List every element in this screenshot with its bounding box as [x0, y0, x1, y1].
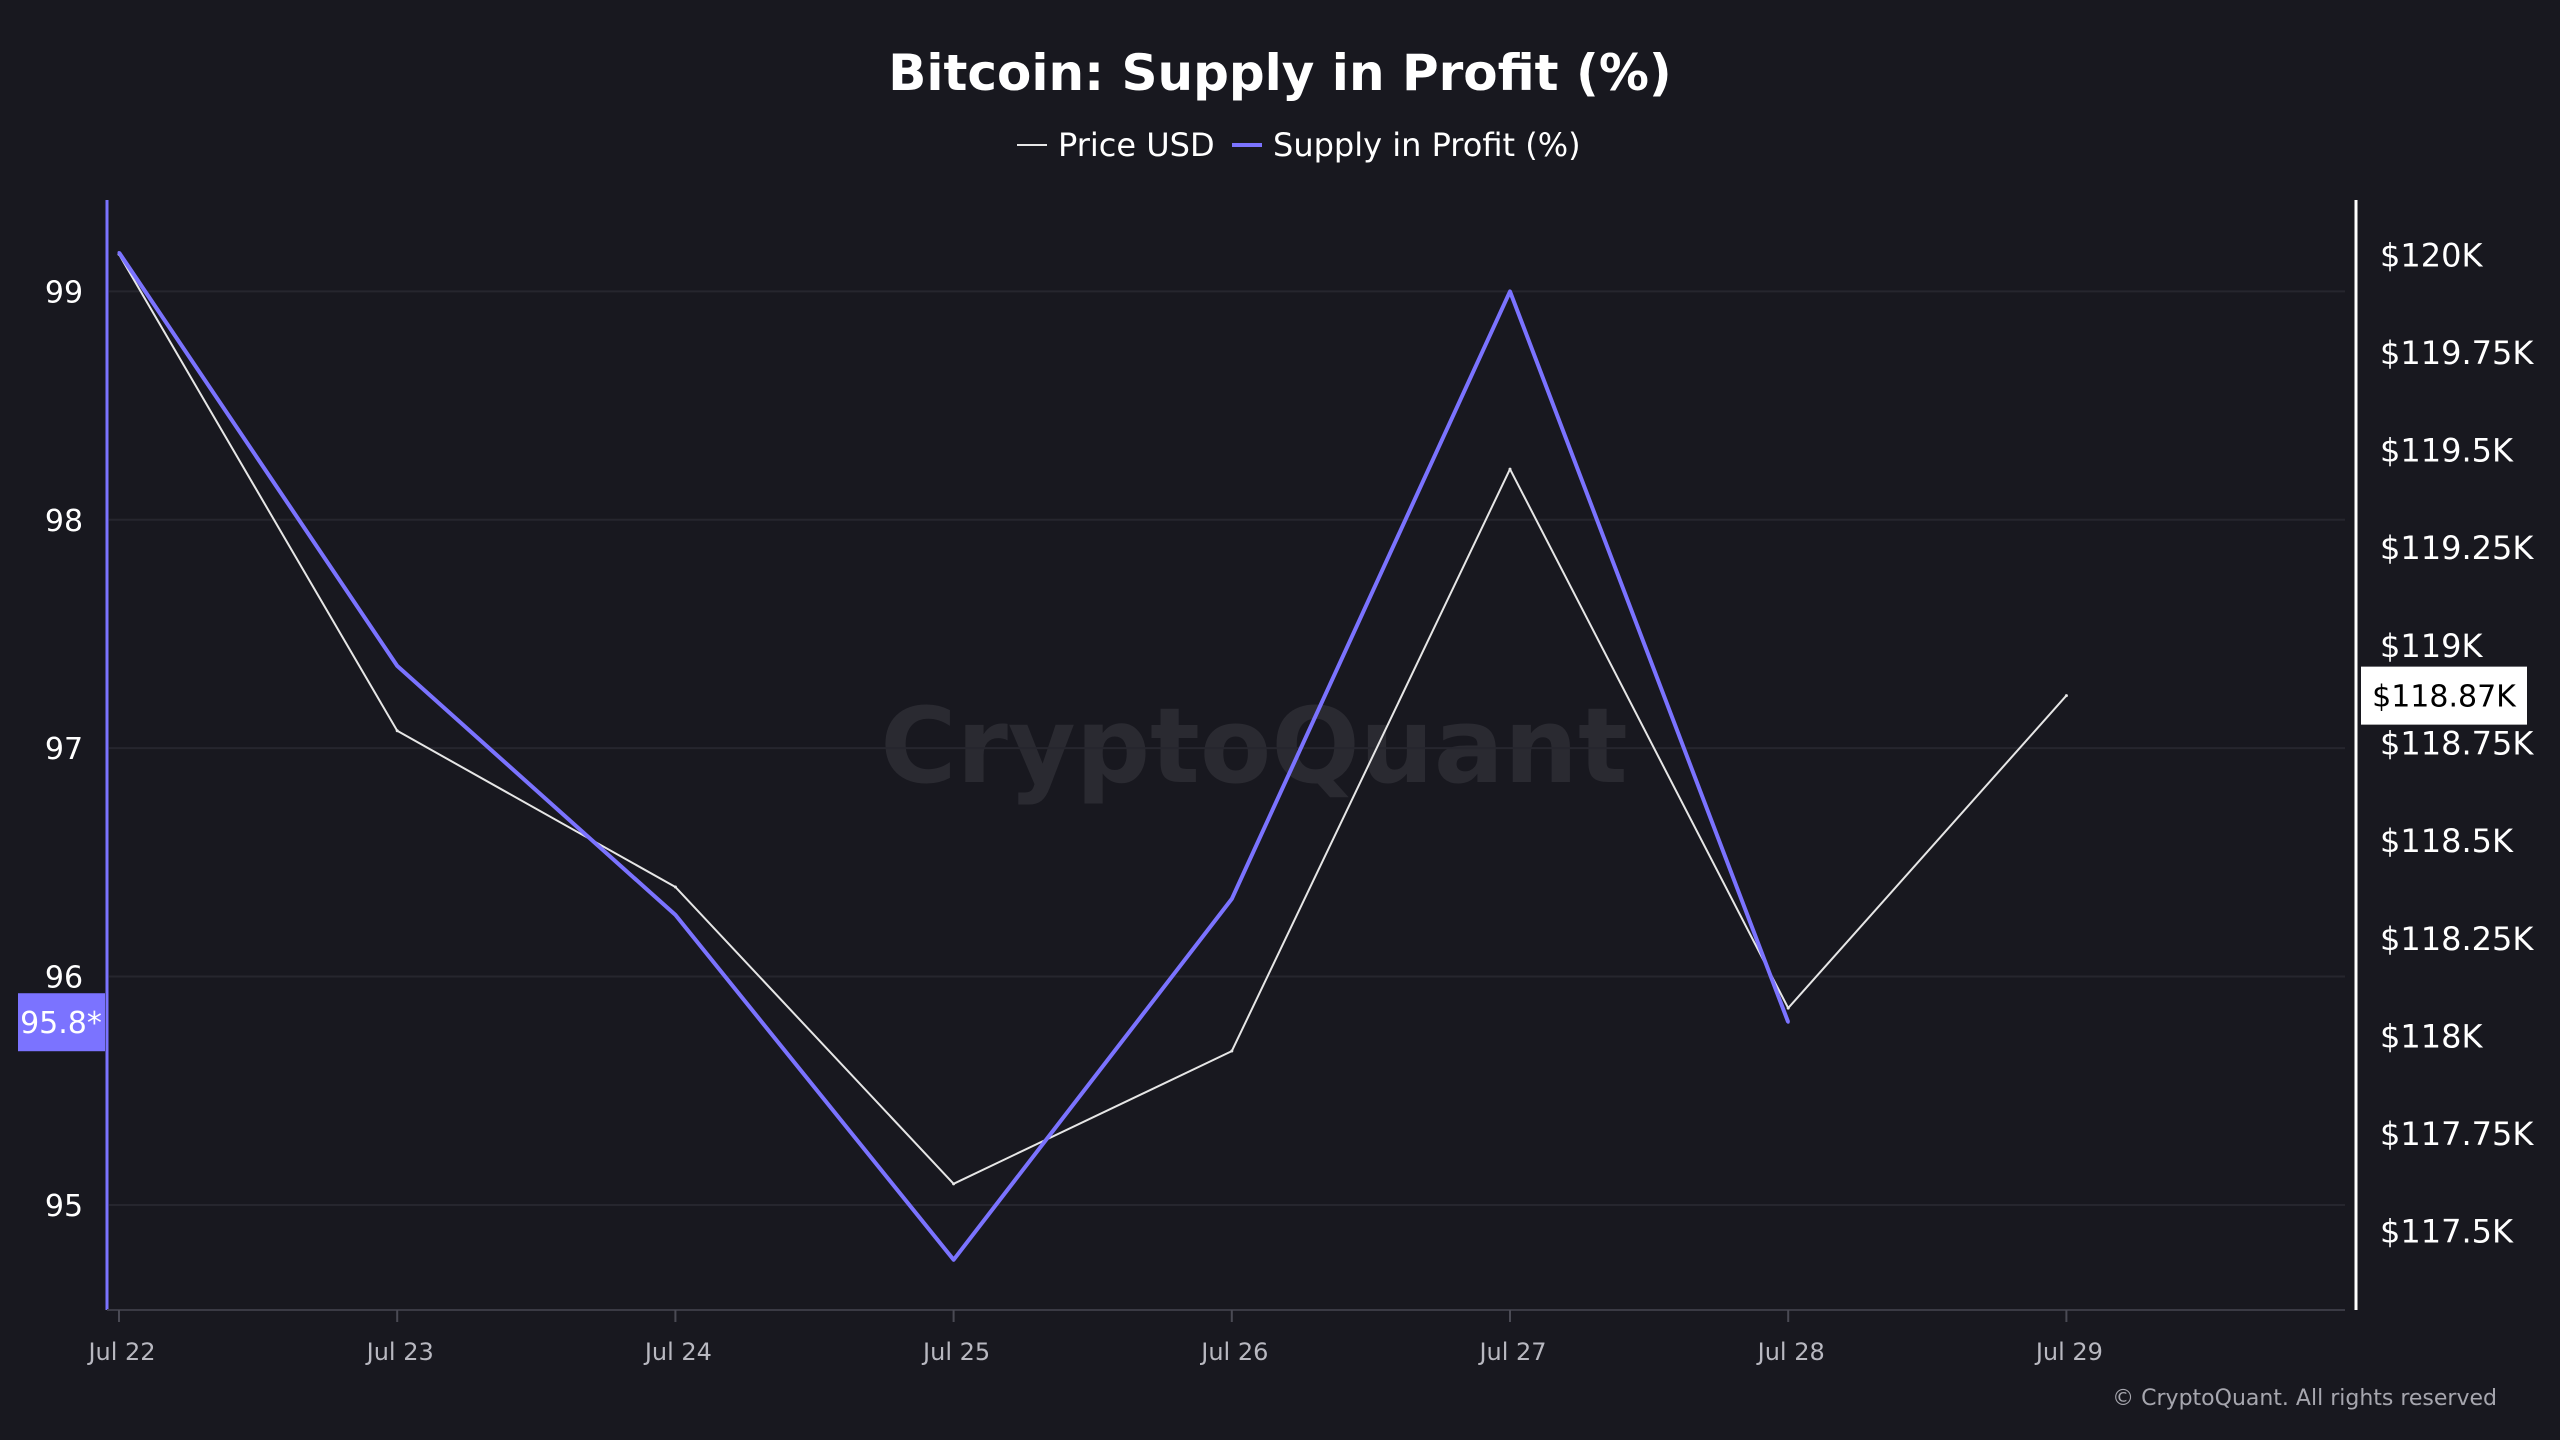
- data-point-supply-3: [952, 1258, 956, 1262]
- right-tick-label-9: $119.75K: [2380, 334, 2534, 372]
- right-tick-label-0: $117.5K: [2380, 1213, 2514, 1251]
- legend-label-price[interactable]: Price USD: [1058, 126, 1215, 164]
- right-tick-label-5: $118.75K: [2380, 725, 2534, 763]
- left-current-badge: 95.8*: [18, 993, 105, 1052]
- data-point-price-3: [952, 1182, 956, 1186]
- left-tick-label-1: 96: [45, 961, 83, 996]
- x-tick-label-4: Jul 26: [1199, 1338, 1268, 1366]
- data-point-supply-1: [395, 664, 399, 668]
- right-badge-background: [2361, 666, 2527, 725]
- series-line-price: [118, 253, 2068, 1185]
- x-tick-label-5: Jul 27: [1477, 1338, 1546, 1366]
- right-tick-label-6: $119K: [2380, 627, 2483, 665]
- left-axis-ticks: 95 96 97 98 99: [45, 275, 83, 1224]
- data-point-price-5: [1508, 467, 1512, 471]
- series-layer: [117, 251, 2068, 1262]
- right-axis-ticks: $117.5K $117.75K $118K $118.25K $118.5K $118.…: [2380, 236, 2534, 1250]
- left-tick-label-3: 98: [45, 504, 83, 539]
- data-point-price-2: [673, 885, 677, 889]
- left-badge-background: [18, 993, 105, 1052]
- left-tick-label-0: 95: [45, 1189, 83, 1224]
- right-tick-label-7: $119.25K: [2380, 529, 2534, 567]
- data-point-supply-5: [1508, 289, 1512, 293]
- right-current-badge: $118.87K: [2361, 666, 2527, 725]
- watermark: CryptoQuant: [880, 685, 1627, 807]
- x-tick-label-6: Jul 28: [1756, 1338, 1825, 1366]
- legend-label-supply[interactable]: Supply in Profit (%): [1273, 126, 1581, 164]
- data-point-supply-2: [673, 913, 677, 917]
- x-tick-label-3: Jul 25: [921, 1338, 990, 1366]
- x-tick-label-0: Jul 22: [86, 1338, 155, 1366]
- copyright-text: © CryptoQuant. All rights reserved: [2112, 1386, 2497, 1411]
- right-tick-label-3: $118.25K: [2380, 920, 2534, 958]
- x-tick-label-7: Jul 29: [2034, 1338, 2103, 1366]
- right-tick-label-4: $118.5K: [2380, 822, 2514, 860]
- right-tick-label-2: $118K: [2380, 1017, 2483, 1055]
- data-point-price-1: [395, 729, 399, 733]
- data-point-supply-0: [117, 251, 121, 255]
- right-tick-label-8: $119.5K: [2380, 432, 2514, 470]
- data-point-price-7: [2064, 694, 2068, 698]
- x-tick-label-1: Jul 23: [365, 1338, 434, 1366]
- right-tick-label-10: $120K: [2380, 236, 2483, 274]
- right-tick-label-1: $117.75K: [2380, 1115, 2534, 1153]
- chart-title: Bitcoin: Supply in Profit (%): [888, 44, 1672, 102]
- data-point-price-6: [1786, 1006, 1790, 1010]
- left-tick-label-4: 99: [45, 275, 83, 310]
- legend: Price USD Supply in Profit (%): [1017, 126, 1581, 164]
- left-badge-label: 95.8*: [20, 1006, 102, 1041]
- left-tick-label-2: 97: [45, 732, 83, 767]
- gridlines: [109, 290, 2345, 1206]
- x-axis-ticks: Jul 22 Jul 23 Jul 24 Jul 25 Jul 26 Jul 27 Jul …: [86, 1310, 2103, 1366]
- data-point-supply-4: [1230, 897, 1234, 901]
- data-point-supply-6: [1786, 1020, 1790, 1024]
- right-badge-label: $118.87K: [2372, 680, 2517, 715]
- x-tick-label-2: Jul 24: [643, 1338, 712, 1366]
- data-point-price-4: [1230, 1049, 1234, 1053]
